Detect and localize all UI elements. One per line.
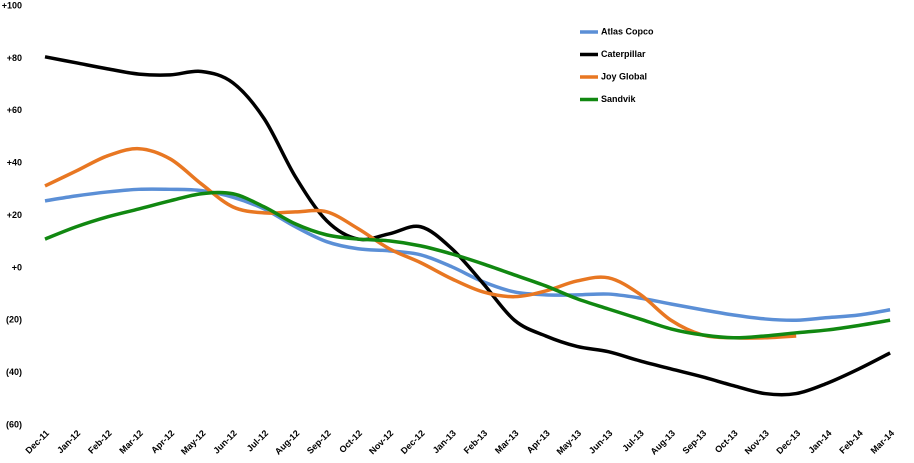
series-line bbox=[44, 55, 891, 397]
y-tick-label: +20 bbox=[7, 210, 22, 220]
y-tick-label: +60 bbox=[7, 105, 22, 115]
x-tick-label: Nov-13 bbox=[743, 428, 771, 456]
y-tick-label: +0 bbox=[12, 262, 22, 272]
legend-label: Sandvik bbox=[601, 94, 637, 104]
x-tick-label: Feb-12 bbox=[86, 428, 114, 456]
series-line bbox=[44, 146, 797, 340]
x-tick-label: Jan-13 bbox=[431, 428, 458, 455]
x-tick-label: Jul-13 bbox=[620, 428, 645, 453]
x-tick-label: Oct-12 bbox=[337, 428, 364, 455]
x-tick-label: Jan-14 bbox=[806, 428, 833, 455]
x-tick-label: Dec-13 bbox=[774, 428, 802, 456]
y-tick-label: +100 bbox=[2, 0, 22, 10]
x-tick-label: Nov-12 bbox=[367, 428, 395, 456]
x-tick-label: Dec-11 bbox=[23, 428, 51, 456]
legend-label: Joy Global bbox=[601, 71, 647, 81]
y-tick-label: +40 bbox=[7, 158, 22, 168]
y-tick-label: (20) bbox=[6, 315, 22, 325]
series-line bbox=[44, 190, 891, 340]
x-tick-label: Mar-13 bbox=[493, 428, 521, 456]
x-tick-label: May-13 bbox=[555, 428, 584, 457]
x-tick-label: Feb-14 bbox=[837, 428, 865, 456]
x-tick-label: Jul-12 bbox=[245, 428, 270, 453]
x-tick-label: Mar-12 bbox=[117, 428, 145, 456]
legend-label: Atlas Copco bbox=[601, 26, 654, 36]
x-tick-label: Sep-12 bbox=[305, 428, 333, 456]
x-tick-label: Sep-13 bbox=[680, 428, 708, 456]
x-tick-label: Feb-13 bbox=[462, 428, 490, 456]
x-tick-label: Oct-13 bbox=[713, 428, 740, 455]
y-tick-label: +80 bbox=[7, 53, 22, 63]
x-tick-label: Jun-12 bbox=[211, 428, 239, 456]
y-tick-label: (60) bbox=[6, 419, 22, 429]
x-tick-label: Dec-12 bbox=[399, 428, 427, 456]
x-tick-label: Mar-14 bbox=[869, 428, 897, 456]
x-tick-label: Jun-13 bbox=[587, 428, 615, 456]
y-tick-label: (40) bbox=[6, 367, 22, 377]
x-tick-label: Aug-13 bbox=[648, 428, 677, 457]
x-tick-label: May-12 bbox=[179, 428, 208, 457]
series-line bbox=[44, 187, 891, 323]
x-tick-label: Aug-12 bbox=[273, 428, 302, 457]
legend-label: Caterpillar bbox=[601, 49, 646, 59]
x-tick-label: Jan-12 bbox=[55, 428, 82, 455]
x-tick-label: Apr-12 bbox=[149, 428, 176, 455]
x-tick-label: Apr-13 bbox=[525, 428, 552, 455]
